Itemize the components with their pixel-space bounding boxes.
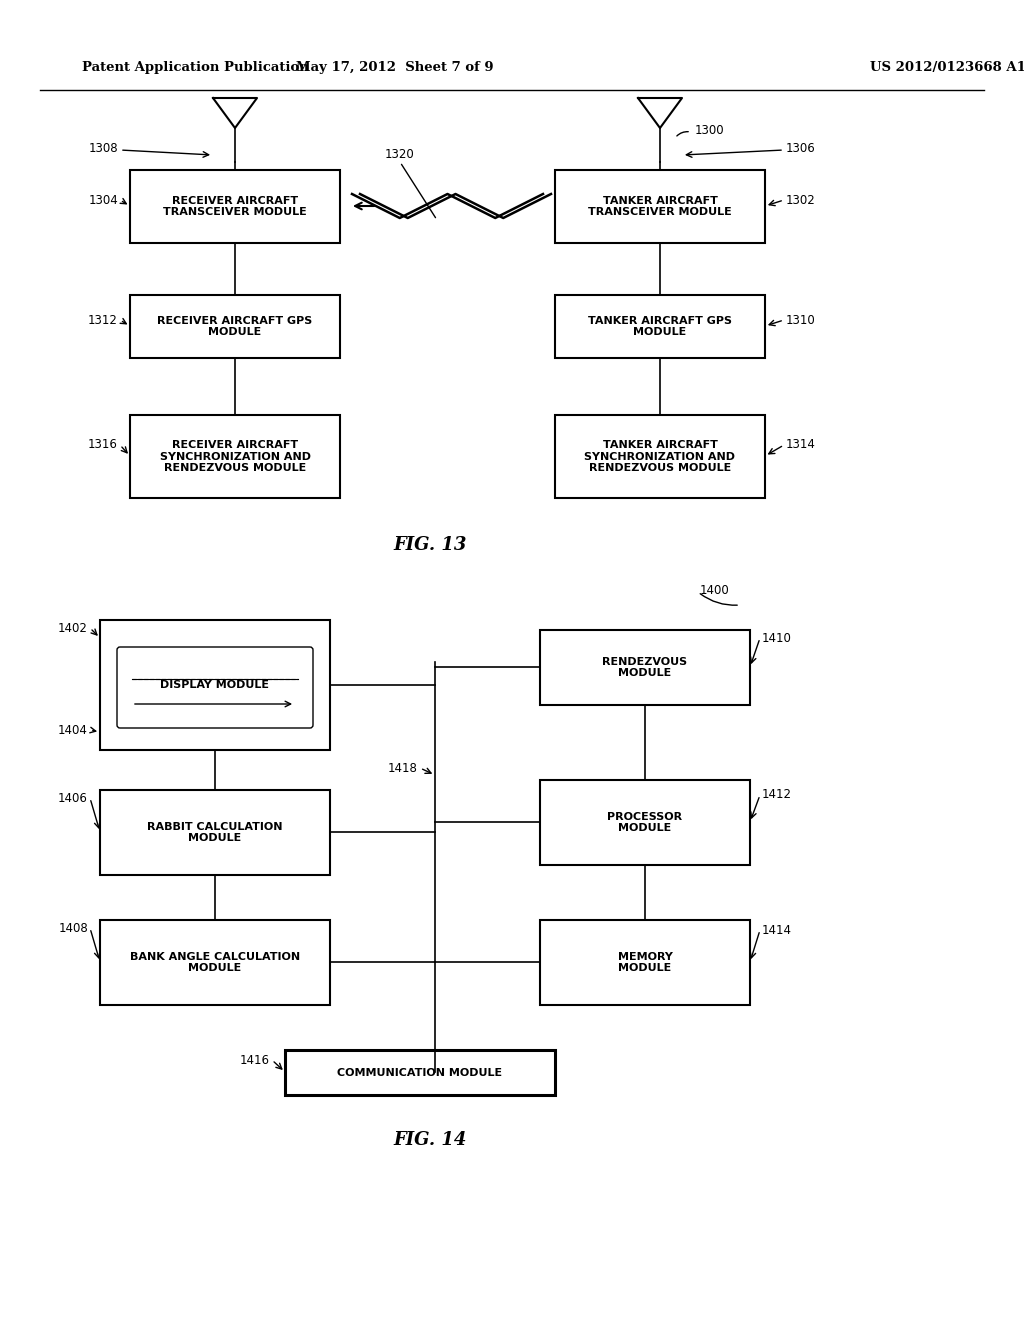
Bar	[130, 294, 340, 358]
Text: 1310: 1310	[786, 314, 816, 326]
Text: BANK ANGLE CALCULATION
MODULE: BANK ANGLE CALCULATION MODULE	[130, 952, 300, 973]
Text: 1320: 1320	[385, 149, 415, 161]
Bar	[100, 920, 330, 1005]
Text: 1400: 1400	[700, 583, 730, 597]
Text: RECEIVER AIRCRAFT
TRANSCEIVER MODULE: RECEIVER AIRCRAFT TRANSCEIVER MODULE	[163, 195, 307, 218]
Text: 1304: 1304	[88, 194, 118, 206]
Bar	[130, 170, 340, 243]
Text: 1410: 1410	[762, 631, 792, 644]
Text: FIG. 13: FIG. 13	[393, 536, 467, 554]
Text: DISPLAY MODULE: DISPLAY MODULE	[161, 680, 269, 690]
Text: COMMUNICATION MODULE: COMMUNICATION MODULE	[338, 1068, 503, 1077]
Text: 1408: 1408	[58, 921, 88, 935]
Text: 1316: 1316	[88, 438, 118, 451]
Text: 1314: 1314	[786, 438, 816, 451]
Text: MEMORY
MODULE: MEMORY MODULE	[617, 952, 673, 973]
Text: RABBIT CALCULATION
MODULE: RABBIT CALCULATION MODULE	[147, 821, 283, 843]
FancyBboxPatch shape	[117, 647, 313, 729]
Text: 1300: 1300	[695, 124, 725, 136]
Text: PROCESSOR
MODULE: PROCESSOR MODULE	[607, 812, 683, 833]
Bar	[285, 1049, 555, 1096]
Text: 1306: 1306	[786, 141, 816, 154]
Text: 1312: 1312	[88, 314, 118, 326]
Text: RENDEZVOUS
MODULE: RENDEZVOUS MODULE	[602, 657, 687, 678]
Text: TANKER AIRCRAFT
TRANSCEIVER MODULE: TANKER AIRCRAFT TRANSCEIVER MODULE	[588, 195, 732, 218]
Text: RECEIVER AIRCRAFT GPS
MODULE: RECEIVER AIRCRAFT GPS MODULE	[158, 315, 312, 338]
Text: RECEIVER AIRCRAFT
SYNCHRONIZATION AND
RENDEZVOUS MODULE: RECEIVER AIRCRAFT SYNCHRONIZATION AND RE…	[160, 440, 310, 473]
Bar	[555, 170, 765, 243]
Text: 1402: 1402	[58, 622, 88, 635]
Text: 1418: 1418	[388, 762, 418, 775]
Text: 1406: 1406	[58, 792, 88, 804]
Text: 1302: 1302	[786, 194, 816, 206]
Text: 1416: 1416	[240, 1053, 270, 1067]
Bar	[555, 414, 765, 498]
Text: TANKER AIRCRAFT
SYNCHRONIZATION AND
RENDEZVOUS MODULE: TANKER AIRCRAFT SYNCHRONIZATION AND REND…	[585, 440, 735, 473]
Bar	[540, 630, 750, 705]
Text: May 17, 2012  Sheet 7 of 9: May 17, 2012 Sheet 7 of 9	[296, 62, 494, 74]
Text: 1404: 1404	[58, 723, 88, 737]
Text: TANKER AIRCRAFT GPS
MODULE: TANKER AIRCRAFT GPS MODULE	[588, 315, 732, 338]
Bar	[100, 789, 330, 875]
Text: 1412: 1412	[762, 788, 792, 801]
Bar	[540, 920, 750, 1005]
Text: 1414: 1414	[762, 924, 792, 936]
Text: FIG. 14: FIG. 14	[393, 1131, 467, 1148]
Bar	[130, 414, 340, 498]
Text: Patent Application Publication: Patent Application Publication	[82, 62, 309, 74]
Text: US 2012/0123668 A1: US 2012/0123668 A1	[870, 62, 1024, 74]
Text: 1308: 1308	[88, 141, 118, 154]
Bar	[100, 620, 330, 750]
Bar	[540, 780, 750, 865]
Bar	[555, 294, 765, 358]
